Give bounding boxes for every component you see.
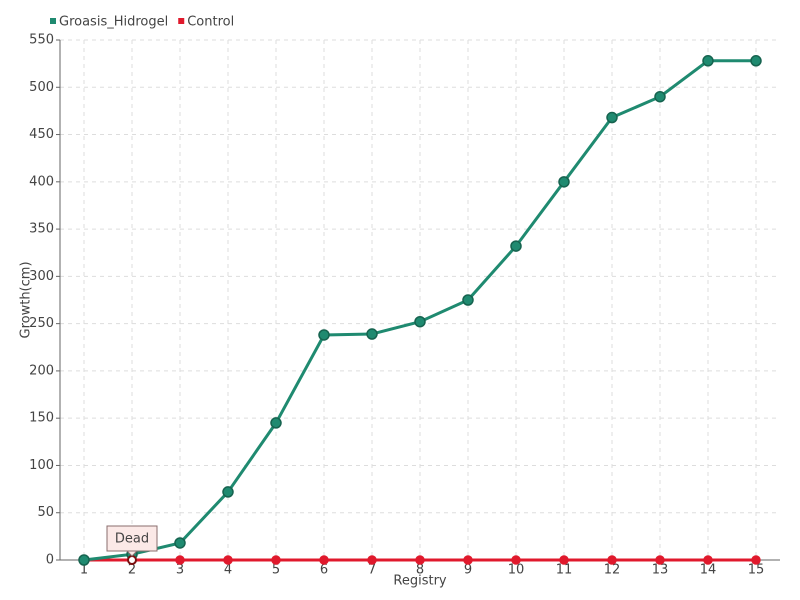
data-point xyxy=(654,90,666,103)
data-point xyxy=(750,55,762,67)
y-tick-label: 50 xyxy=(37,505,54,520)
legend-label: Groasis_Hidrogel xyxy=(59,15,168,30)
data-point xyxy=(174,537,186,549)
y-tick-label: 0 xyxy=(46,553,54,568)
data-point xyxy=(223,555,233,565)
x-tick-label: 9 xyxy=(464,563,472,578)
data-point xyxy=(607,555,617,565)
x-tick-label: 11 xyxy=(556,563,573,578)
annotation-pointer xyxy=(125,550,139,557)
y-tick-label: 550 xyxy=(29,33,54,48)
x-tick-label: 8 xyxy=(416,563,424,578)
legend-swatch xyxy=(178,18,185,24)
y-tick-label: 200 xyxy=(29,363,54,378)
data-point xyxy=(270,417,282,429)
x-tick-label: 7 xyxy=(368,563,376,578)
x-axis-label: Registry xyxy=(393,574,447,589)
data-point xyxy=(175,555,185,565)
data-point xyxy=(415,555,425,565)
data-point xyxy=(462,294,474,306)
y-tick-label: 400 xyxy=(29,174,54,189)
data-point xyxy=(558,176,570,188)
data-point xyxy=(655,555,665,565)
x-tick-label: 10 xyxy=(508,563,525,578)
data-point xyxy=(559,555,569,565)
data-point xyxy=(366,328,378,340)
data-point xyxy=(367,555,377,565)
legend-label: Control xyxy=(187,15,234,30)
x-tick-label: 14 xyxy=(700,563,717,578)
data-point xyxy=(703,555,713,565)
x-tick-label: 1 xyxy=(80,563,88,578)
data-point xyxy=(702,55,714,67)
data-point xyxy=(271,555,281,565)
series-line xyxy=(83,59,756,562)
x-tick-label: 2 xyxy=(128,563,136,578)
y-axis-label: Growth(cm) xyxy=(19,261,34,338)
data-point xyxy=(78,554,90,566)
y-tick-label: 300 xyxy=(29,269,54,284)
y-tick-label: 250 xyxy=(29,316,54,331)
y-tick-label: 450 xyxy=(29,127,54,142)
data-point xyxy=(319,555,329,565)
x-tick-label: 5 xyxy=(272,563,280,578)
data-point xyxy=(222,486,234,498)
legend-swatch xyxy=(50,18,56,24)
data-point xyxy=(414,315,426,328)
x-tick-label: 13 xyxy=(652,563,669,578)
x-tick-label: 15 xyxy=(748,563,765,578)
x-tick-label: 4 xyxy=(224,563,232,578)
y-tick-label: 150 xyxy=(29,411,54,426)
y-tick-label: 350 xyxy=(29,222,54,237)
annotation-box xyxy=(106,525,158,552)
data-point xyxy=(510,240,522,252)
data-point xyxy=(511,555,521,565)
annotation: Dead xyxy=(115,532,149,547)
x-tick-label: 12 xyxy=(604,563,621,578)
x-tick-label: 3 xyxy=(176,563,184,578)
data-point xyxy=(463,555,473,565)
annotation-point xyxy=(127,555,137,565)
data-point xyxy=(606,111,618,124)
y-tick-label: 100 xyxy=(29,458,54,473)
data-point xyxy=(751,555,761,565)
x-tick-label: 6 xyxy=(320,563,328,578)
y-tick-label: 500 xyxy=(29,80,54,95)
data-point xyxy=(318,329,330,341)
